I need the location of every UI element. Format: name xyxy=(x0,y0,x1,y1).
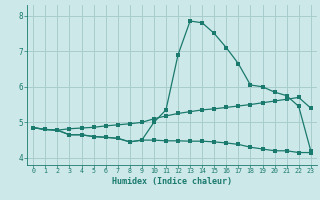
X-axis label: Humidex (Indice chaleur): Humidex (Indice chaleur) xyxy=(112,177,232,186)
